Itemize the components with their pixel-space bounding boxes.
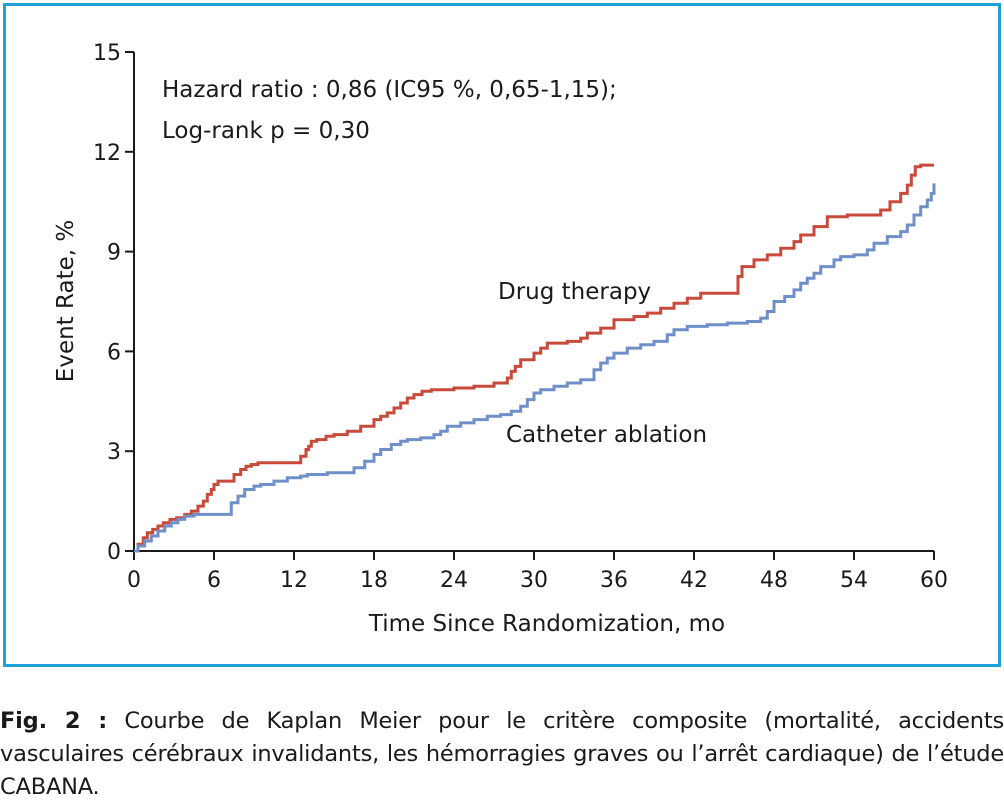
caption-label: Fig. 2 : xyxy=(0,708,108,734)
log-rank-annotation: Log-rank p = 0,30 xyxy=(162,118,370,144)
x-tick-label: 0 xyxy=(127,568,141,593)
x-axis-title: Time Since Randomization, mo xyxy=(368,611,725,637)
x-tick-label: 48 xyxy=(760,568,788,593)
figure-frame: 0 3 6 9 12 15 0 6 12 18 24 30 36 42 48 54 60 Event Rate,… xyxy=(3,3,1001,667)
catheter-ablation-label: Catheter ablation xyxy=(506,422,707,448)
x-tick-label: 12 xyxy=(280,568,308,593)
x-tick-label: 24 xyxy=(440,568,468,593)
caption-text: Courbe de Kaplan Meier pour le critère c… xyxy=(0,708,1004,800)
x-tick-label: 60 xyxy=(920,568,948,593)
y-axis-title: Event Rate, % xyxy=(53,220,79,382)
series-lines xyxy=(134,163,936,553)
hazard-ratio-annotation: Hazard ratio : 0,86 (IC95 %, 0,65-1,15); xyxy=(162,77,617,103)
y-tick-label: 9 xyxy=(107,241,121,266)
catheter-ablation-line xyxy=(134,183,936,553)
y-tick-label: 15 xyxy=(93,41,121,66)
y-tick-label: 12 xyxy=(93,141,121,166)
drug-therapy-line xyxy=(134,163,934,553)
drug-therapy-label: Drug therapy xyxy=(498,279,651,305)
x-tick-label: 30 xyxy=(520,568,548,593)
y-tick-label: 3 xyxy=(107,440,121,465)
x-tick-label: 54 xyxy=(840,568,868,593)
x-tick-label: 18 xyxy=(360,568,388,593)
x-tick-label: 42 xyxy=(680,568,708,593)
x-tick-label: 36 xyxy=(600,568,628,593)
x-tick-label: 6 xyxy=(207,568,221,593)
y-tick-label: 6 xyxy=(107,340,121,365)
y-tick-label: 0 xyxy=(107,540,121,565)
figure-caption: Fig. 2 : Courbe de Kaplan Meier pour le … xyxy=(0,705,1004,804)
